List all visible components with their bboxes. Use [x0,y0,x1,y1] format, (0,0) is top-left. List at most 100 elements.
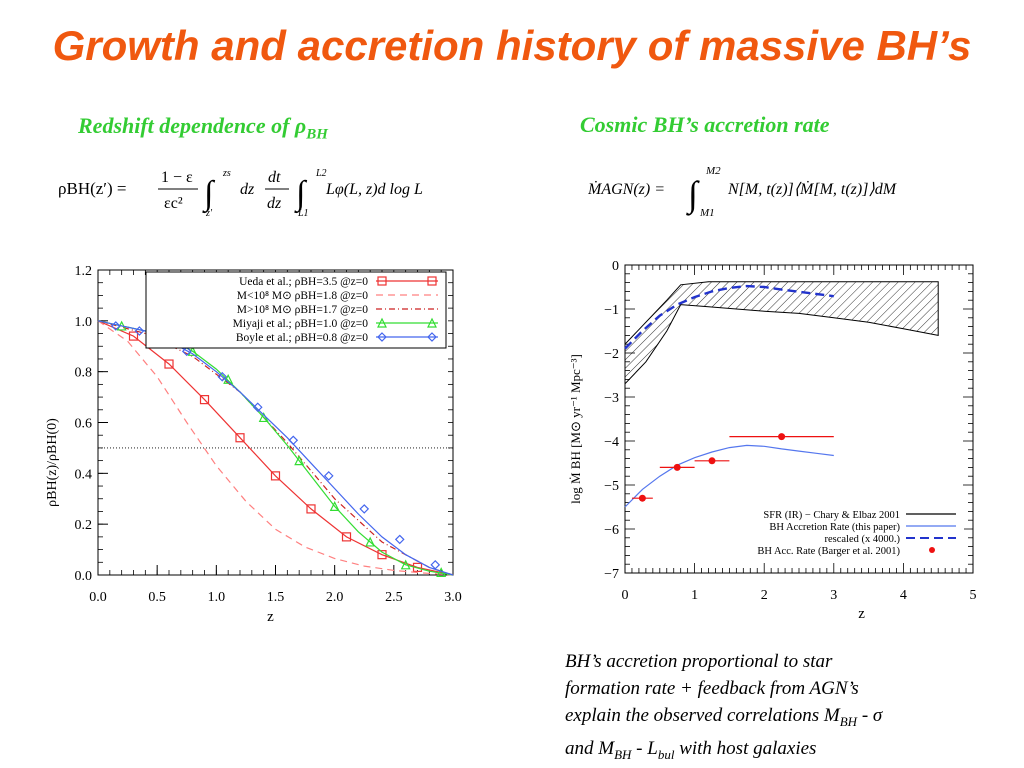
x-tick-label: 3.0 [444,590,462,605]
series-marker-4 [181,346,192,357]
x-tick-label: 2 [761,588,768,603]
y-tick-label: −7 [604,567,619,582]
series-marker-4 [110,321,121,331]
y-tick-label: −2 [604,347,619,362]
legend-label: Ueda et al.; ρBH=3.5 @z=0 [239,276,368,288]
series-marker-4 [288,435,299,446]
series-marker-0 [164,359,174,369]
eq-mid: dz [240,181,255,198]
legend-marker [427,276,437,286]
x-tick-label: 1.0 [208,590,226,605]
caption-line-4-sub2: bul [657,746,675,762]
eq-int1-lower: z′ [205,208,213,219]
series-marker-4 [430,559,441,570]
legend-label: M<10⁸ M⊙ ρBH=1.8 @z=0 [237,290,368,302]
caption-line-3-a: explain the observed correlations M [565,705,840,726]
series-marker-4 [134,326,145,336]
legend-label: rescaled (x 4000.) [824,534,900,545]
series-marker-4 [394,534,405,545]
right-heading: Cosmic BH’s accretion rate [580,112,830,137]
legend-marker [377,276,387,286]
legend-box [660,507,964,561]
y-tick-label: −1 [604,303,619,318]
x-tick-label: 5 [970,588,977,603]
legend-label: Miyaji et al.; ρBH=1.0 @z=0 [233,318,369,330]
legend-marker [377,332,387,342]
series-marker-0 [235,433,245,443]
x-tick-label: 4 [900,588,907,603]
y-tick-label: 0.0 [75,569,93,584]
caption-line-4-sub1: BH [614,746,632,762]
right-chart-svg: 0 1 2 3 4 5 0 −1 −2 −3 −4 −5 −6 −7 z log Ṁ BH [M⊙ yr⁻¹ … [568,259,977,622]
right-equation: ṀAGN(z) = ∫ M2 M1 N[M, t(z)]⟨Ṁ[M, t(z)]⟩… [587,158,988,220]
series-marker-0 [128,331,139,341]
left-heading-text: Redshift dependence of [78,113,295,138]
y-tick-label: −6 [604,523,619,538]
x-tick-label: 0 [622,588,629,603]
series-marker-3 [294,455,305,466]
x-tick-label: 3 [830,588,837,603]
rho-symbol: ρ [294,113,307,138]
series-line-0 [624,444,834,508]
caption-line-1: BH’s accretion proportional to star [565,651,833,672]
eq2-integrand: N[M, t(z)]⟨Ṁ[M, t(z)]⟩dM [727,180,898,198]
legend-label: SFR (IR) − Chary & Elbaz 2001 [763,510,900,521]
y-axis-label: log Ṁ BH [M⊙ yr⁻¹ Mpc⁻³] [568,354,583,504]
eq2-int-upper: M2 [705,165,721,177]
legend-box [145,271,447,349]
legend-label: BH Accretion Rate (this paper) [769,522,900,533]
legend-label: Boyle et al.; ρBH=0.8 @z=0 [236,332,368,344]
rho-subscript: BH [306,126,328,143]
eq-frac-den: εc² [164,195,183,212]
legend-marker [929,547,935,553]
eq-int2-upper: L2 [315,168,327,179]
data-point [708,457,716,465]
y-tick-label: 0.6 [75,417,93,432]
series-marker-0 [306,504,316,514]
right-chart: 0 1 2 3 4 5 0 −1 −2 −3 −4 −5 −6 −7 z log Ṁ BH [M⊙ yr⁻¹ … [560,255,990,630]
x-axis-label: z [267,609,274,625]
caption-line-2: formation rate + feedback from AGN’s [565,678,859,699]
series-marker-0 [341,532,352,542]
caption-line-4-a: and M [565,737,615,759]
caption-line-3-sub: BH [839,713,858,729]
series-marker-3 [400,559,411,570]
left-chart: 0.0 0.5 1.0 1.5 2.0 2.5 3.0 0.0 0.2 0.4 0.6 0.8 1.0 1… [40,255,470,640]
left-equation: ρBH(z′) = 1 − ε εc² ∫ zs z′ dz dt dz ∫ L… [58,158,458,220]
series-marker-0 [270,471,281,481]
eq-integrand: Lφ(L, z)d log L [325,181,423,198]
y-tick-label: −4 [604,435,619,450]
eq-dt-num: dt [268,169,281,186]
x-tick-label: 0.0 [89,590,107,605]
eq-int2-lower: L1 [297,208,309,219]
series-marker-3 [223,373,234,384]
series-marker-4 [217,371,228,382]
series-marker-3 [365,536,376,547]
y-tick-label: 0.8 [75,366,93,381]
series-line-1 [97,320,454,576]
legend-label: M>10⁸ M⊙ ρBH=1.7 @z=0 [237,304,368,316]
slide-title: Growth and accretion history of massive … [52,22,972,69]
integral-sign-2: ∫ [294,175,308,214]
caption-line-4: and MBH - Lbul with host galaxies [565,735,1015,768]
y-tick-label: 0.4 [75,467,93,482]
legend-marker [427,317,437,328]
data-point [778,433,786,441]
x-tick-label: 1 [691,588,698,603]
y-tick-label: 1.0 [75,315,93,330]
y-tick-label: 0.2 [75,518,93,533]
eq-dt-den: dz [267,195,282,212]
eq2-lhs: ṀAGN(z) = [588,180,665,198]
data-point [638,494,646,502]
data-point [673,463,681,471]
x-tick-label: 2.5 [385,590,403,605]
series-marker-4 [323,471,334,481]
y-tick-label: 0 [612,259,619,274]
series-marker-4 [252,402,263,413]
x-axis-label: z [858,606,865,622]
caption-line-4-c: with host galaxies [674,737,817,759]
legend-marker [377,317,387,328]
left-heading: Redshift dependence of ρBH [78,113,328,143]
caption-line-3-b: - σ [857,705,883,726]
legend-marker [427,332,437,342]
